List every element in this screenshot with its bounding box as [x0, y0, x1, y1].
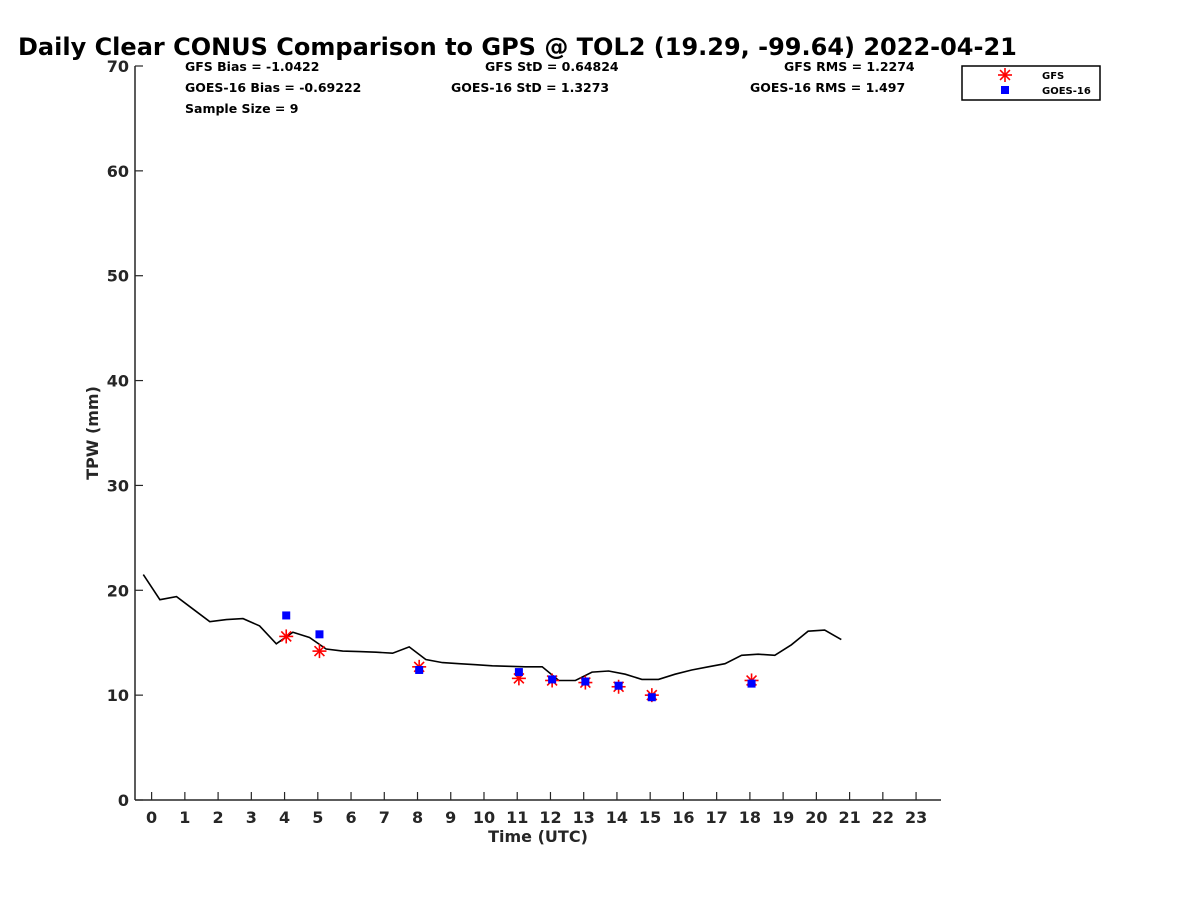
x-axis-label: Time (UTC) — [488, 827, 588, 846]
x-tick-label: 7 — [379, 808, 390, 827]
stat-sample-size: Sample Size = 9 — [185, 101, 298, 116]
x-tick-label: 16 — [672, 808, 694, 827]
x-tick-label: 12 — [539, 808, 561, 827]
legend-gfs-label: GFS — [1042, 71, 1064, 82]
plot-area: 0 1 2 3 4 5 6 7 8 9 10 11 12 13 14 15 16 17 18 19 20 21 22 2301… — [107, 57, 941, 827]
x-tick-label: 10 — [473, 808, 495, 827]
x-tick-label: 18 — [739, 808, 761, 827]
x-tick-label: 13 — [573, 808, 595, 827]
y-tick-label: 50 — [107, 267, 129, 286]
x-tick-label: 3 — [246, 808, 257, 827]
x-tick-label: 17 — [706, 808, 728, 827]
goes16-point — [514, 668, 523, 677]
y-tick-label: 60 — [107, 162, 129, 181]
x-tick-label: 14 — [606, 808, 628, 827]
y-tick-label: 20 — [107, 581, 129, 600]
goes16-point — [315, 630, 324, 639]
x-tick-label: 21 — [838, 808, 860, 827]
y-tick-label: 70 — [107, 57, 129, 76]
gfs-point — [279, 629, 294, 644]
goes16-point — [747, 679, 756, 688]
y-tick-label: 30 — [107, 476, 129, 495]
chart-title: Daily Clear CONUS Comparison to GPS @ TO… — [18, 33, 1017, 61]
goes16-point — [647, 693, 656, 702]
x-tick-label: 5 — [312, 808, 323, 827]
x-tick-label: 6 — [345, 808, 356, 827]
gps-tpw-line — [142, 574, 842, 682]
stat-goes-std: GOES-16 StD = 1.3273 — [451, 80, 609, 95]
y-tick-label: 10 — [107, 686, 129, 705]
y-axis-label: TPW (mm) — [83, 386, 102, 480]
x-tick-label: 20 — [805, 808, 827, 827]
x-tick-label: 22 — [872, 808, 894, 827]
x-tick-label: 8 — [412, 808, 423, 827]
legend-box — [961, 65, 1101, 101]
goes16-point — [282, 611, 291, 620]
stat-gfs-rms: GFS RMS = 1.2274 — [784, 59, 915, 74]
legend-goes-marker — [1001, 86, 1009, 94]
legend: GFS GOES-16 — [961, 65, 1101, 101]
goes16-point — [548, 675, 557, 684]
stat-gfs-std: GFS StD = 0.64824 — [485, 59, 619, 74]
legend-gfs-asterisk — [998, 68, 1012, 82]
gfs-point — [312, 644, 327, 659]
y-tick-label: 40 — [107, 372, 129, 391]
x-tick-label: 11 — [506, 808, 528, 827]
goes16-point — [415, 665, 424, 674]
x-tick-label: 1 — [179, 808, 190, 827]
x-tick-label: 9 — [445, 808, 456, 827]
stat-goes-rms: GOES-16 RMS = 1.497 — [750, 80, 905, 95]
goes16-point — [581, 677, 590, 686]
stat-goes-bias: GOES-16 Bias = -0.69222 — [185, 80, 361, 95]
stat-gfs-bias: GFS Bias = -1.0422 — [185, 59, 319, 74]
x-tick-label: 23 — [905, 808, 927, 827]
legend-gfs-marker — [998, 68, 1012, 82]
goes16-point — [614, 681, 623, 690]
x-tick-label: 19 — [772, 808, 794, 827]
x-tick-label: 4 — [279, 808, 290, 827]
legend-goes-label: GOES-16 — [1042, 86, 1091, 97]
x-tick-label: 0 — [146, 808, 157, 827]
x-tick-label: 2 — [213, 808, 224, 827]
x-tick-label: 15 — [639, 808, 661, 827]
y-tick-label: 0 — [118, 791, 129, 810]
